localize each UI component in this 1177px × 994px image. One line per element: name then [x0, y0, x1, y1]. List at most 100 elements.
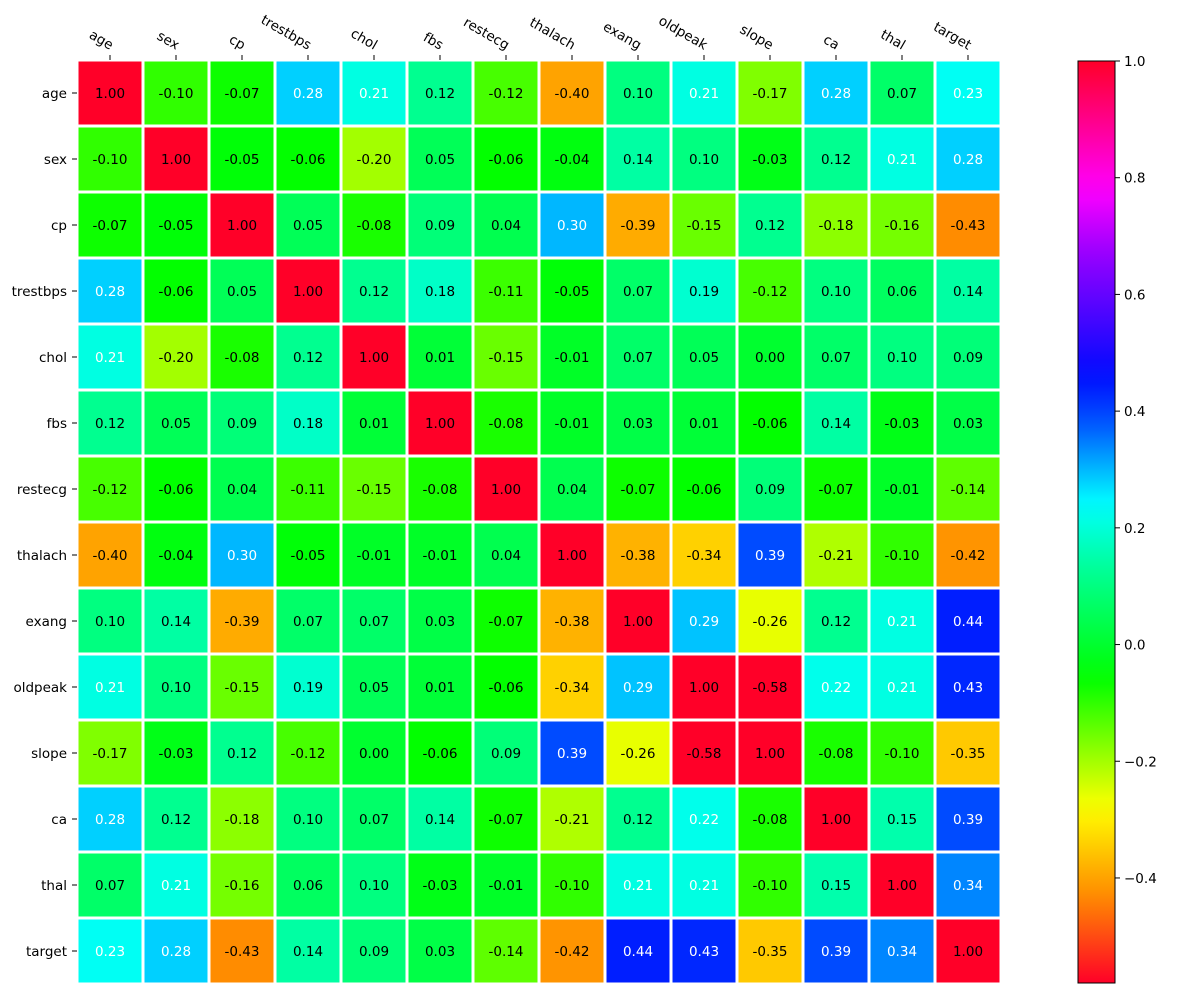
cell-value-label: -0.43	[225, 944, 260, 960]
heatmap-cell	[606, 193, 670, 257]
heatmap-cell	[540, 919, 604, 983]
heatmap-cell	[738, 457, 802, 521]
heatmap-cell	[672, 457, 736, 521]
heatmap-cell	[144, 523, 208, 587]
x-tick-label: oldpeak	[656, 13, 711, 54]
cell-value-label: 0.30	[557, 218, 587, 234]
heatmap-cell	[342, 919, 406, 983]
y-tick-label: fbs	[47, 416, 67, 432]
cell-value-label: 0.09	[425, 218, 455, 234]
heatmap-cell	[408, 721, 472, 785]
heatmap-cell	[672, 787, 736, 851]
cell-value-label: 0.07	[95, 878, 125, 894]
heatmap-cell	[210, 787, 274, 851]
heatmap-cell	[738, 589, 802, 653]
heatmap-cell	[804, 853, 868, 917]
heatmap-cell	[936, 523, 1000, 587]
heatmap-cell	[78, 787, 142, 851]
heatmap-cell	[606, 919, 670, 983]
heatmap-cell	[210, 259, 274, 323]
cell-value-label: -0.10	[753, 878, 788, 894]
heatmap-cell	[144, 919, 208, 983]
cell-value-label: 0.28	[953, 152, 983, 168]
heatmap-cell	[870, 523, 934, 587]
cell-value-label: -0.38	[621, 548, 656, 564]
cell-value-label: -0.10	[885, 746, 920, 762]
cell-value-label: 0.23	[95, 944, 125, 960]
heatmap-cell	[144, 589, 208, 653]
heatmap-cell	[342, 589, 406, 653]
heatmap-cell	[804, 391, 868, 455]
y-tick-label: sex	[44, 152, 67, 168]
cell-value-label: 0.12	[359, 284, 389, 300]
cell-value-label: 1.00	[821, 812, 851, 828]
cell-value-label: -0.10	[885, 548, 920, 564]
heatmap-cell	[606, 127, 670, 191]
heatmap-cell	[78, 721, 142, 785]
cell-value-label: -0.12	[489, 86, 524, 102]
cell-value-label: -0.15	[357, 482, 392, 498]
heatmap-cell	[408, 325, 472, 389]
cell-value-label: 0.14	[623, 152, 653, 168]
cell-value-label: 0.15	[887, 812, 917, 828]
cell-value-label: 0.01	[689, 416, 719, 432]
cell-value-label: 0.14	[161, 614, 191, 630]
heatmap-cell	[342, 193, 406, 257]
cell-value-label: -0.07	[819, 482, 854, 498]
cell-value-label: 0.09	[755, 482, 785, 498]
cell-value-label: 0.12	[623, 812, 653, 828]
heatmap-cell	[474, 325, 538, 389]
cell-value-label: 0.07	[887, 86, 917, 102]
heatmap-cell	[606, 457, 670, 521]
cell-value-label: -0.39	[621, 218, 656, 234]
heatmap-cell	[144, 193, 208, 257]
cell-value-label: 0.12	[161, 812, 191, 828]
cell-value-label: -0.05	[291, 548, 326, 564]
heatmap-cell	[144, 61, 208, 125]
heatmap-cell	[936, 61, 1000, 125]
heatmap-cell	[210, 193, 274, 257]
cell-value-label: 0.03	[623, 416, 653, 432]
cell-value-label: 0.10	[359, 878, 389, 894]
cell-value-label: -0.16	[885, 218, 920, 234]
heatmap-cell	[78, 919, 142, 983]
colorbar-tick-label: 0.4	[1124, 404, 1145, 420]
cell-value-label: 0.09	[953, 350, 983, 366]
heatmap-cell	[342, 61, 406, 125]
cell-value-label: 0.07	[623, 284, 653, 300]
heatmap-cell	[672, 325, 736, 389]
heatmap-cell	[870, 919, 934, 983]
cell-value-label: 0.43	[953, 680, 983, 696]
cell-value-label: -0.35	[951, 746, 986, 762]
heatmap-cell	[936, 391, 1000, 455]
heatmap-cell	[78, 259, 142, 323]
cell-value-label: -0.14	[489, 944, 524, 960]
heatmap-cell	[276, 457, 340, 521]
cell-value-label: 0.19	[689, 284, 719, 300]
heatmap-cell	[738, 391, 802, 455]
heatmap-cell	[672, 523, 736, 587]
cell-value-label: -0.06	[687, 482, 722, 498]
heatmap-cell	[276, 127, 340, 191]
cell-value-label: -0.06	[159, 284, 194, 300]
colorbar-tick-label: 0.8	[1124, 171, 1145, 187]
heatmap-cell	[78, 655, 142, 719]
colorbar-tick-label: 1.0	[1124, 54, 1145, 70]
cell-value-label: 1.00	[689, 680, 719, 696]
cell-value-label: 0.12	[755, 218, 785, 234]
heatmap-cell	[804, 193, 868, 257]
heatmap-cell	[144, 325, 208, 389]
heatmap-cell	[540, 325, 604, 389]
cell-value-label: -0.12	[291, 746, 326, 762]
y-tick-label: oldpeak	[13, 680, 67, 696]
colorbar-tick-label: 0.0	[1124, 638, 1145, 654]
cell-value-label: -0.05	[555, 284, 590, 300]
heatmap-cell	[144, 721, 208, 785]
heatmap-cell	[606, 721, 670, 785]
heatmap-cell	[672, 391, 736, 455]
heatmap-cell	[738, 655, 802, 719]
cell-value-label: -0.20	[159, 350, 194, 366]
cell-value-label: 0.01	[425, 680, 455, 696]
cell-value-label: -0.20	[357, 152, 392, 168]
cell-value-label: 0.10	[821, 284, 851, 300]
